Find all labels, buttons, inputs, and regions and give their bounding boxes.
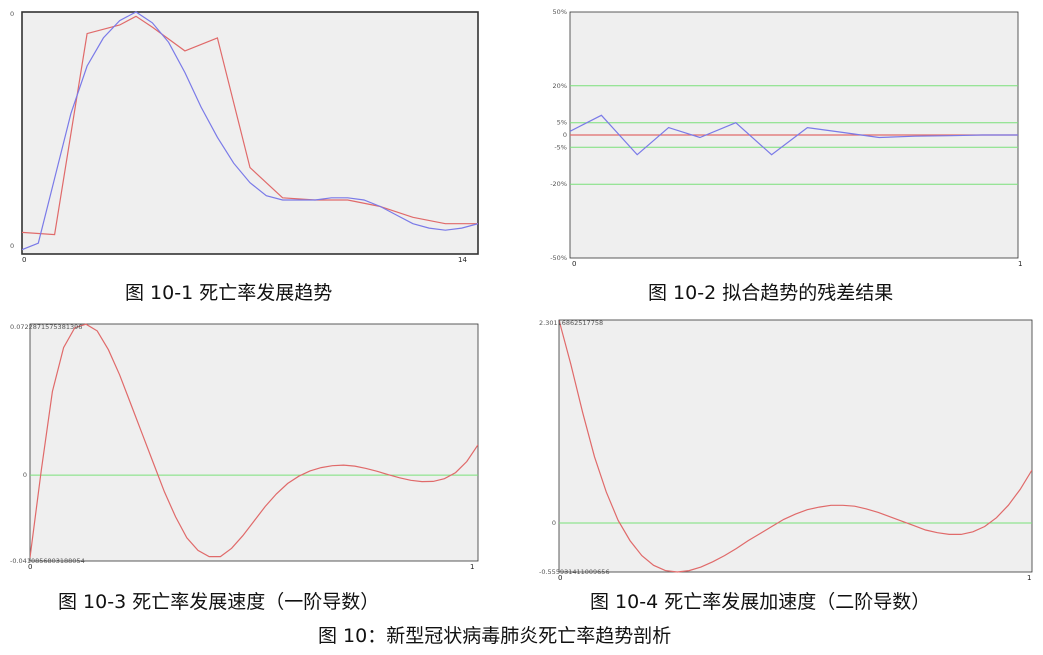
y-tick-label: 0 — [552, 519, 556, 527]
y-tick-label: 0 — [10, 10, 14, 18]
x-tick-label: 0 — [558, 574, 562, 582]
chart-1-svg: 000 14 — [10, 10, 479, 264]
series-line-4-0 — [559, 319, 1032, 573]
x-tick-label: 1 — [470, 563, 474, 571]
y-tick-label: 50% — [553, 8, 567, 16]
y-tick-label: 2.30116862517758 — [539, 319, 603, 327]
y-tick-label: 0 — [10, 242, 14, 250]
y-tick-label: -5% — [554, 143, 567, 151]
series-line-2-1 — [570, 114, 1018, 156]
series-line-3-0 — [30, 323, 478, 558]
y-tick-label: 0.0722871575381396 — [10, 323, 82, 331]
y-tick-label: 5% — [557, 119, 567, 127]
plot-area-3 — [29, 323, 479, 562]
caption-2: 图 10-2 拟合趋势的残差结果 — [648, 282, 894, 304]
x-tick-label: 0 — [22, 256, 26, 264]
figure-main-caption: 图 10：新型冠状病毒肺炎死亡率趋势剖析 — [318, 625, 672, 647]
chart-panel-3: 0.0722871575381396 0 -0.0410856803188054 0 1 — [8, 314, 484, 576]
series-line-1-1 — [22, 11, 478, 251]
chart-2-svg: 50% 20% 5% 0 -5% -20% -50% 0 1 — [550, 8, 1022, 268]
caption-1: 图 10-1 死亡率发展趋势 — [125, 282, 333, 304]
caption-4: 图 10-4 死亡率发展加速度（二阶导数） — [590, 591, 931, 613]
y-tick-label: -20% — [550, 180, 567, 188]
y-tick-label: 20% — [553, 82, 567, 90]
y-tick-label: -0.555931411009656 — [539, 568, 610, 576]
y-tick-label: -0.0410856803188054 — [10, 557, 85, 565]
x-tick-label: 1 — [1018, 260, 1022, 268]
plot-area-4 — [558, 319, 1033, 573]
chart-panel-1: 0 0 0 14 — [8, 8, 484, 266]
plot-area-1 — [21, 11, 479, 255]
y-tick-label: -50% — [550, 254, 567, 262]
series-line-1-0 — [22, 15, 478, 236]
x-tick-label: 0 — [572, 260, 576, 268]
y-tick-label: 0 — [563, 131, 567, 139]
chart-panel-2: 50% 20% 5% 0 -5% -20% -50% 0 1 — [548, 8, 1025, 268]
chart-panel-4: 2.30116862517758 0 -0.555931411009656 0 1 — [537, 310, 1038, 582]
caption-3: 图 10-3 死亡率发展速度（一阶导数） — [58, 591, 380, 613]
y-tick-label: 0 — [23, 471, 27, 479]
x-tick-label: 0 — [28, 563, 32, 571]
x-tick-label: 14 — [458, 256, 467, 264]
x-tick-label: 1 — [1027, 574, 1031, 582]
